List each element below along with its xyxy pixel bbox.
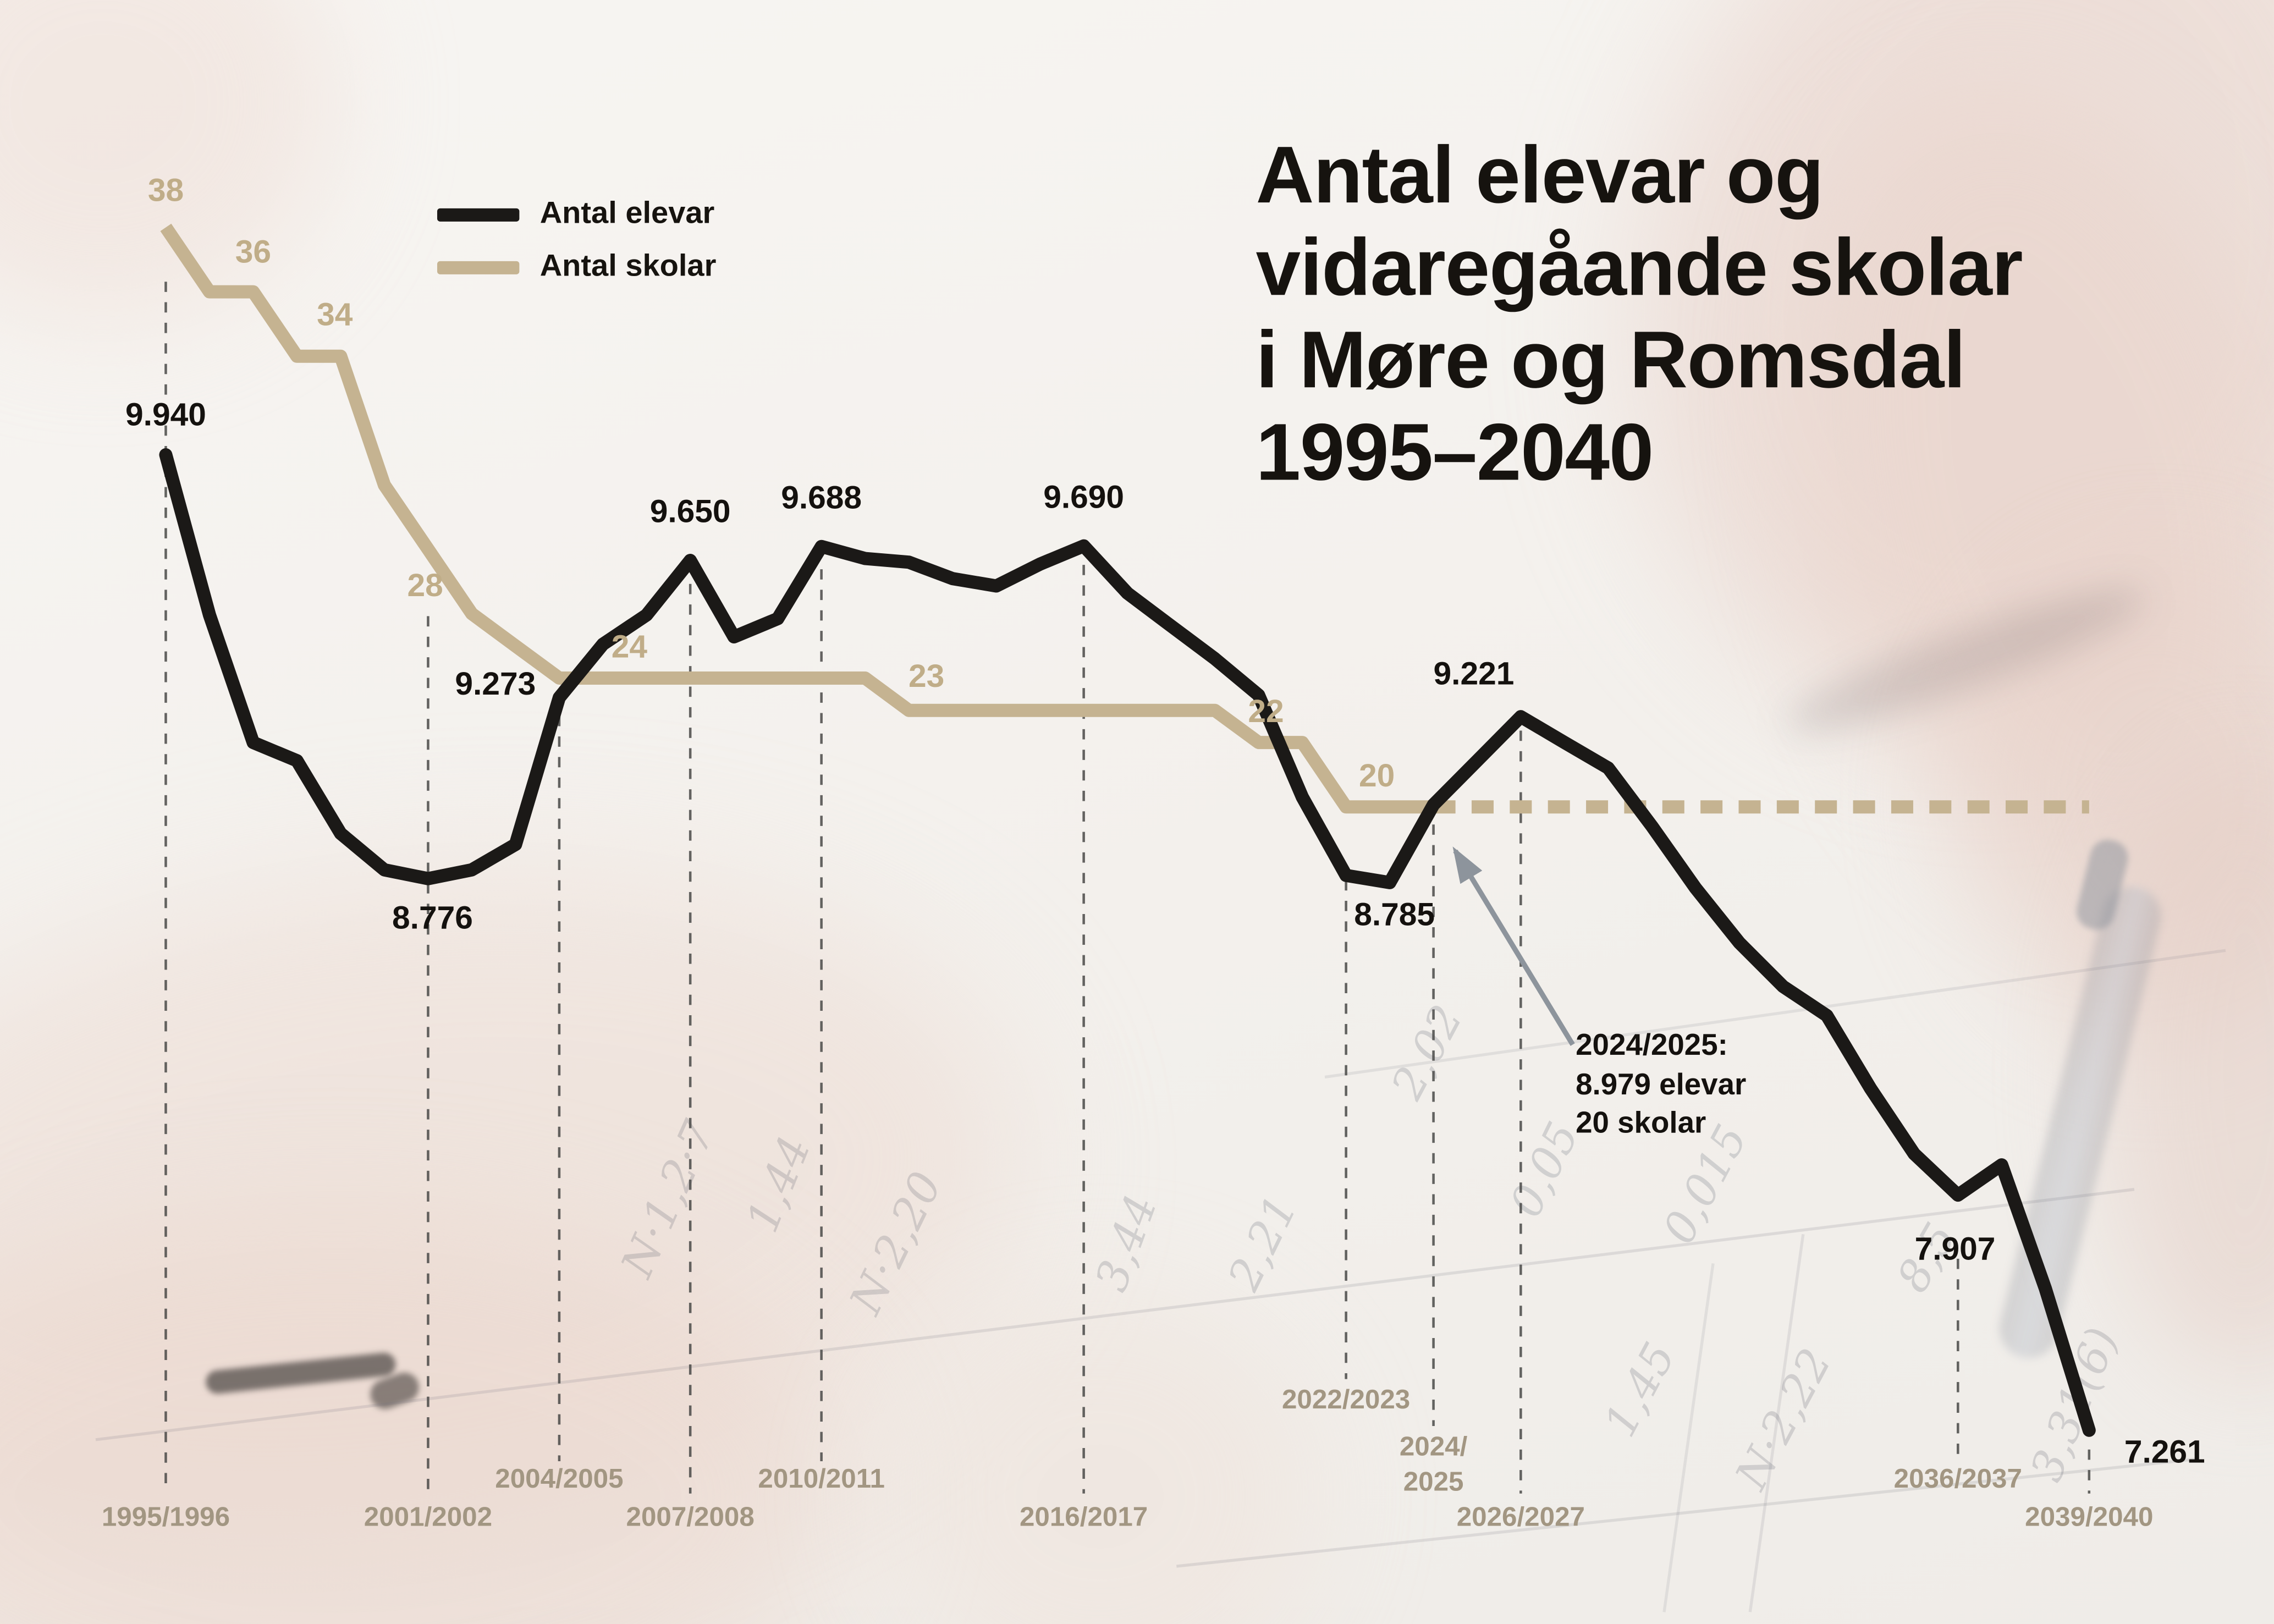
student-value-label: 9.650 [650,494,731,530]
x-axis-year-label: 2010/2011 [758,1463,885,1494]
student-value-label: 9.690 [1043,479,1124,515]
x-axis-year-label: 1995/1996 [102,1501,230,1532]
school-count-label: 20 [1359,758,1395,794]
student-value-label: 7.261 [2124,1434,2205,1469]
schools-line [160,223,1434,814]
school-count-label: 28 [407,568,443,603]
annotation-2024-2025: 2024/2025: 8.979 elevar 20 skolar [1576,1027,1746,1143]
students-line [159,448,2096,1437]
legend-label: Antal elevar [539,196,715,230]
title-line-3: i Møre og Romsdal [1256,313,1966,405]
x-axis-year-label: 2025 [1403,1466,1464,1496]
legend-label: Antal skolar [539,249,717,283]
title-line-2: vidaregåande skolar [1256,221,2023,313]
student-value-label: 9.940 [125,397,206,433]
x-axis-year-label: 2039/2040 [2025,1501,2153,1532]
title-line-1: Antal elevar og [1256,129,1824,221]
x-axis-year-label: 2036/2037 [1894,1463,2022,1494]
chart-title: Antal elevar og vidaregåande skolar i Mø… [1256,129,2225,499]
x-axis-year-label: 2016/2017 [1020,1501,1148,1532]
annotation-line-2: 8.979 elevar [1576,1067,1747,1102]
school-count-label: 22 [1248,693,1284,729]
hand-blob-right [1951,557,2274,1042]
legend-item-skolar: Antal skolar [437,250,716,285]
legend-item-elevar: Antal elevar [437,196,716,232]
school-count-label: 38 [148,172,184,208]
x-axis-year-label: 2024/ [1400,1431,1468,1461]
schools-line-swatch [437,260,520,274]
thumb-blob [880,1291,1320,1624]
school-count-label: 24 [612,629,648,665]
annotation-arrow [1452,846,1575,1046]
school-count-label: 36 [235,234,271,269]
student-value-label: 8.785 [1354,897,1435,933]
student-value-label: 9.221 [1434,656,1515,691]
x-axis-year-label: 2004/2005 [495,1463,623,1494]
school-count-label: 34 [317,297,353,333]
student-value-label: 8.776 [392,900,473,935]
legend: Antal elevar Antal skolar [437,196,716,284]
title-line-4: 1995–2040 [1256,406,1654,498]
student-value-label: 9.273 [455,666,536,702]
student-value-label: 7.907 [1915,1231,1996,1267]
students-line-swatch [437,207,520,221]
x-axis-year-label: 2022/2023 [1282,1384,1410,1414]
annotation-line-1: 2024/2025: [1576,1028,1728,1063]
x-axis-year-label: 2001/2002 [364,1501,492,1532]
annotation-line-3: 20 skolar [1576,1106,1706,1140]
school-count-label: 23 [909,658,944,694]
x-axis-year-label: 2026/2027 [1457,1501,1585,1532]
student-value-label: 9.688 [781,480,862,515]
x-axis-year-label: 2007/2008 [626,1501,755,1532]
